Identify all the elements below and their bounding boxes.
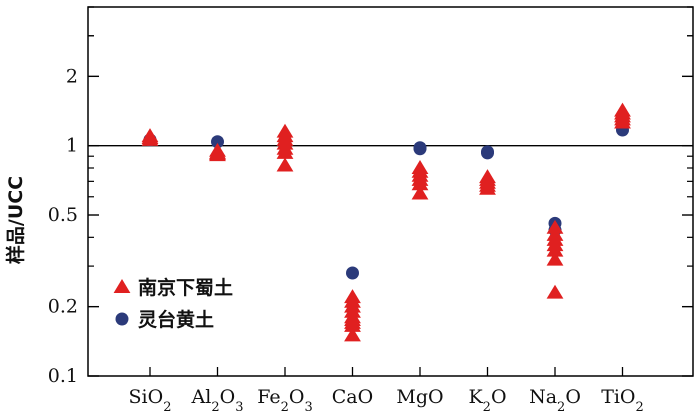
y-tick-label: 0.1 <box>48 365 78 387</box>
data-point-triangle <box>614 114 631 129</box>
data-point-circle <box>346 266 359 280</box>
data-point-circle <box>413 142 427 156</box>
data-point-triangle <box>546 242 564 257</box>
data-point-triangle <box>141 131 159 146</box>
data-point-triangle <box>479 180 496 195</box>
data-point-circle <box>211 135 224 149</box>
data-point-triangle <box>546 284 564 299</box>
x-tick-label: Na2O <box>529 386 581 415</box>
x-tick-label: CaO <box>332 386 373 408</box>
legend-label: 灵台黄土 <box>138 308 214 331</box>
x-tick-label: TiO2 <box>601 386 644 415</box>
data-point-circle <box>481 146 494 160</box>
legend-marker-circle <box>115 312 129 326</box>
data-point-triangle <box>411 176 429 191</box>
legend-label: 南京下蜀土 <box>138 276 233 299</box>
data-point-triangle <box>411 185 429 200</box>
x-tick-label: Fe2O3 <box>257 386 313 415</box>
data-point-triangle <box>276 144 294 159</box>
y-axis-label: 样品/UCC <box>4 176 27 264</box>
x-tick-label: MgO <box>396 386 443 408</box>
plot-frame <box>87 6 694 377</box>
y-tick-label: 2 <box>66 65 78 87</box>
y-tick-label: 0.2 <box>48 296 78 318</box>
legend-marker-triangle <box>113 279 131 293</box>
data-point-triangle <box>546 219 564 234</box>
data-point-triangle <box>546 251 564 266</box>
y-tick-label: 0.5 <box>48 204 78 226</box>
data-point-triangle <box>344 317 361 332</box>
x-tick-label: Al2O3 <box>191 386 244 415</box>
y-tick-label: 1 <box>66 135 78 157</box>
plot-area: 0.1 0.2 0.5 1 2 SiO2 Al2O3 Fe2O3 CaO MgO K2O Na2O Ti… <box>48 6 694 415</box>
x-tick-label: SiO2 <box>129 386 172 415</box>
x-tick-label: K2O <box>468 386 506 415</box>
data-point-triangle <box>209 147 226 162</box>
data-point-triangle <box>344 327 361 342</box>
data-point-triangle <box>276 157 294 172</box>
